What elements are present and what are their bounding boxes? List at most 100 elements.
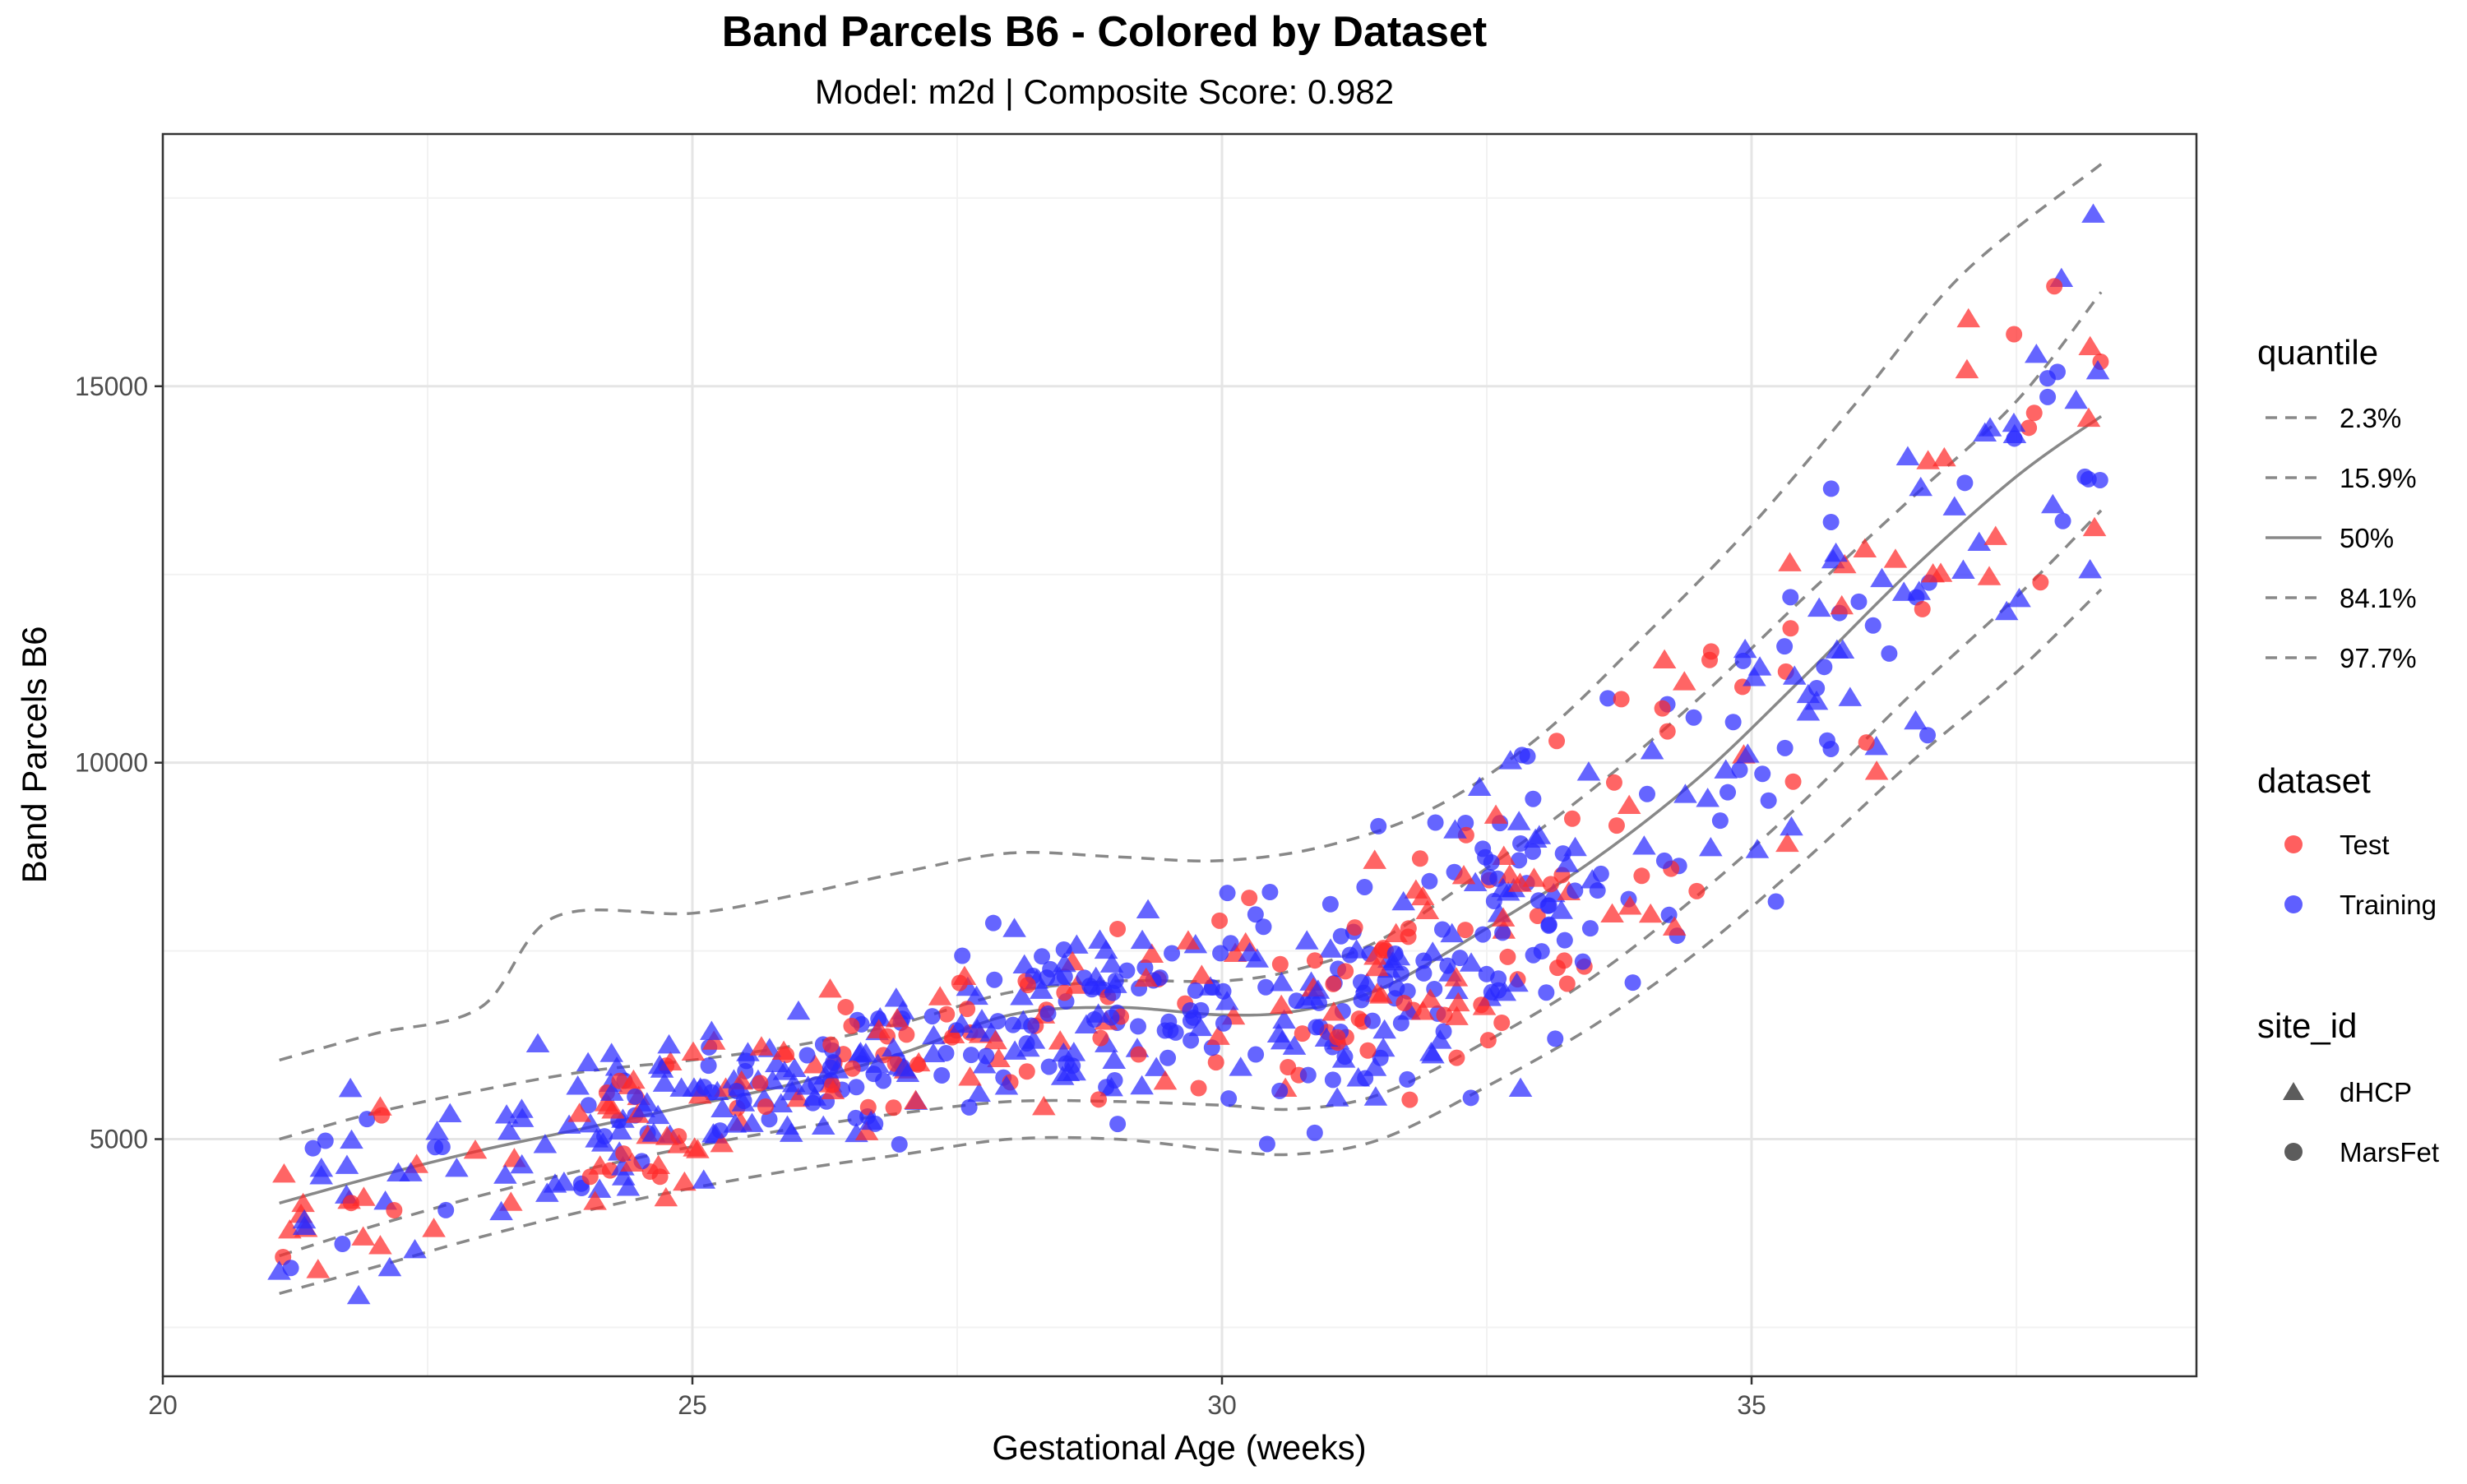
- point-training-dhcp: [533, 1134, 558, 1153]
- point-training-dhcp: [1102, 1049, 1127, 1069]
- point-test-marsfet: [2006, 326, 2023, 343]
- point-test-marsfet: [885, 1099, 902, 1116]
- point-training-dhcp: [965, 1019, 989, 1038]
- point-training-marsfet: [1258, 1135, 1275, 1153]
- point-training-dhcp: [2041, 493, 2065, 514]
- point-training-dhcp: [1978, 417, 2002, 437]
- data-points: [267, 203, 2110, 1305]
- point-training-marsfet: [1324, 1071, 1341, 1089]
- point-test-marsfet: [1563, 810, 1581, 827]
- y-tick-label: 5000: [90, 1125, 148, 1154]
- point-test-dhcp: [928, 986, 952, 1006]
- point-test-marsfet: [944, 1029, 961, 1046]
- point-training-marsfet: [1525, 790, 1542, 807]
- point-training-marsfet: [427, 1139, 444, 1156]
- point-test-dhcp: [1778, 552, 1802, 571]
- point-training-marsfet: [437, 1201, 455, 1218]
- point-training-dhcp: [498, 1121, 521, 1140]
- point-training-dhcp: [1391, 890, 1416, 911]
- point-test-dhcp: [904, 1089, 928, 1110]
- legend-label-quantile: 2.3%: [2340, 403, 2401, 433]
- point-test-marsfet: [2020, 419, 2038, 437]
- point-training-marsfet: [1483, 853, 1500, 871]
- x-tick-label: 30: [1207, 1390, 1237, 1420]
- point-training-dhcp: [403, 1239, 427, 1259]
- point-training-dhcp: [1909, 476, 1932, 497]
- point-test-dhcp: [1508, 872, 1532, 892]
- point-training-marsfet: [761, 1111, 778, 1128]
- point-training-dhcp: [1010, 986, 1034, 1006]
- point-training-dhcp: [1345, 939, 1368, 959]
- point-training-dhcp: [1306, 979, 1331, 999]
- point-training-dhcp: [1215, 991, 1239, 1010]
- point-test-dhcp: [463, 1140, 488, 1159]
- point-test-dhcp: [1415, 899, 1440, 919]
- point-test-dhcp: [1451, 865, 1476, 885]
- point-training-dhcp: [781, 1072, 806, 1093]
- point-training-dhcp: [1050, 1066, 1075, 1085]
- point-training-dhcp: [1467, 776, 1492, 797]
- point-test-marsfet: [1090, 1091, 1108, 1108]
- y-tick-label: 15000: [75, 372, 148, 401]
- point-training-dhcp: [1736, 743, 1760, 763]
- point-training-marsfet: [1288, 992, 1305, 1010]
- point-training-dhcp: [616, 1177, 641, 1196]
- point-training-dhcp: [1282, 1035, 1307, 1055]
- point-test-dhcp: [681, 1041, 706, 1061]
- point-training-marsfet: [1767, 893, 1784, 910]
- point-training-marsfet: [2039, 370, 2056, 387]
- point-training-marsfet: [1415, 952, 1433, 969]
- point-test-dhcp: [1932, 446, 1956, 467]
- point-test-dhcp: [1832, 553, 1857, 574]
- point-test-marsfet: [824, 1076, 841, 1093]
- point-training-dhcp: [1372, 1019, 1396, 1039]
- point-training-marsfet: [1485, 892, 1502, 909]
- quantile-curve-97-7pct: [279, 163, 2103, 1062]
- axes: 20 25 30 35 5000 10000 15000: [75, 372, 1766, 1420]
- point-test-dhcp: [1363, 849, 1386, 869]
- point-test-dhcp: [1176, 930, 1201, 950]
- point-training-dhcp: [1428, 1029, 1452, 1049]
- point-training-marsfet: [1187, 982, 1204, 999]
- point-training-marsfet: [1271, 1082, 1289, 1099]
- point-training-dhcp: [1698, 837, 1723, 857]
- point-test-marsfet: [951, 974, 968, 992]
- point-training-dhcp: [510, 1153, 534, 1174]
- y-axis-label: Band Parcels B6: [15, 626, 53, 884]
- point-test-marsfet: [2046, 278, 2063, 295]
- point-training-marsfet: [1058, 1055, 1075, 1072]
- point-training-dhcp: [1825, 639, 1849, 659]
- point-test-dhcp: [567, 1103, 591, 1122]
- point-test-dhcp: [1365, 956, 1389, 977]
- point-test-marsfet: [1542, 876, 1559, 893]
- x-axis-label: Gestational Age (weeks): [992, 1428, 1366, 1467]
- point-training-dhcp: [1745, 839, 1770, 858]
- point-training-marsfet: [1129, 1018, 1146, 1035]
- point-test-dhcp: [818, 978, 842, 998]
- point-training-dhcp: [1733, 638, 1757, 659]
- point-training-marsfet: [798, 1047, 816, 1064]
- point-test-marsfet: [844, 1060, 861, 1077]
- point-test-marsfet: [1329, 1029, 1346, 1046]
- point-test-dhcp: [1321, 1001, 1346, 1021]
- point-training-dhcp: [489, 1200, 513, 1221]
- point-test-dhcp: [1384, 922, 1408, 942]
- point-training-marsfet: [1533, 943, 1550, 960]
- point-training-marsfet: [1055, 941, 1072, 959]
- point-training-marsfet: [1581, 920, 1599, 937]
- point-training-marsfet: [1040, 1058, 1058, 1075]
- point-test-marsfet: [1294, 1025, 1311, 1042]
- point-training-marsfet: [2080, 470, 2097, 488]
- point-training-marsfet: [1881, 645, 1898, 662]
- point-test-dhcp: [1983, 525, 2008, 545]
- point-test-marsfet: [1211, 912, 1229, 929]
- point-training-dhcp: [1491, 877, 1515, 898]
- point-training-marsfet: [1109, 1116, 1127, 1133]
- point-training-dhcp: [510, 1098, 534, 1118]
- point-training-dhcp: [775, 1115, 799, 1135]
- point-training-marsfet: [304, 1140, 322, 1157]
- point-test-dhcp: [1483, 804, 1508, 824]
- legend-key-site: [2284, 1143, 2303, 1161]
- point-test-dhcp: [1444, 967, 1469, 987]
- point-training-dhcp: [641, 1122, 666, 1142]
